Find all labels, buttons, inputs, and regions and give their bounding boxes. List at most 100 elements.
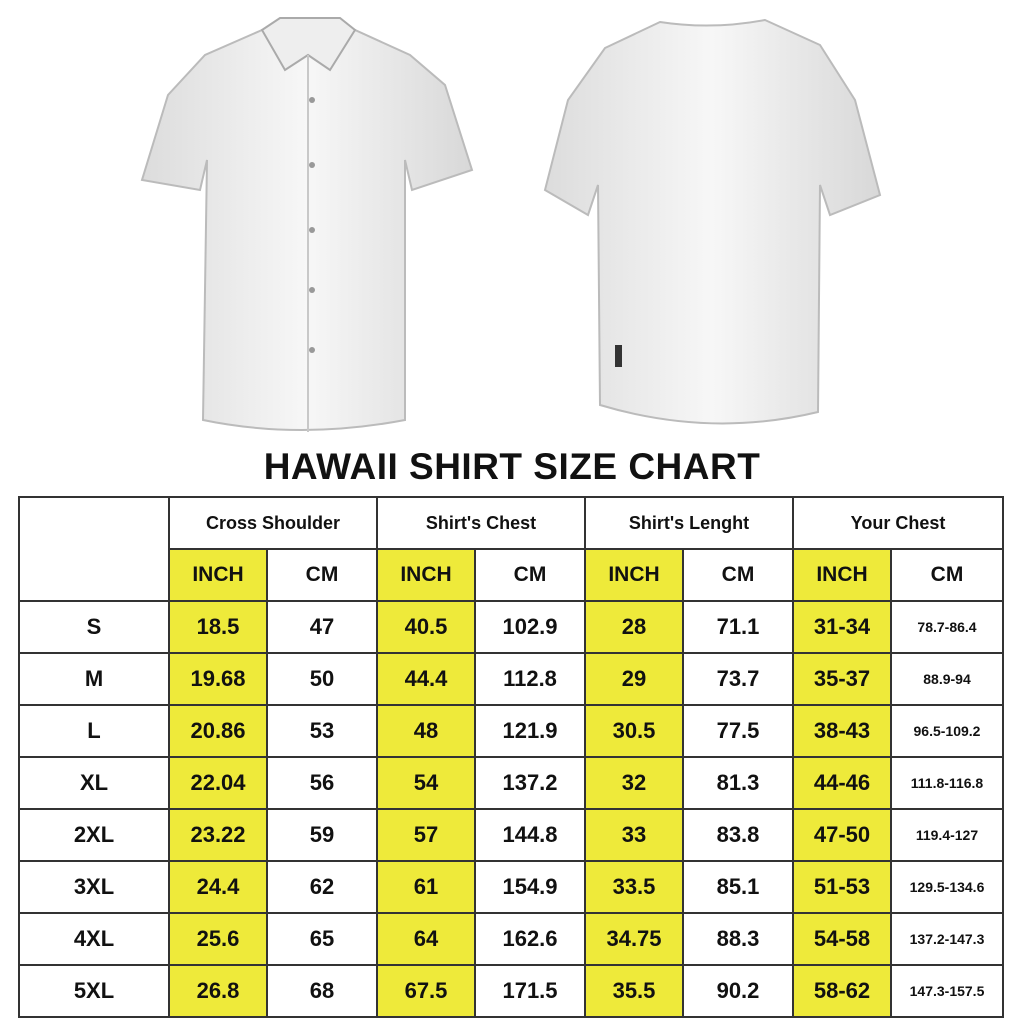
cm-value: 171.5 (474, 964, 586, 1018)
cm-value: 88.9-94 (890, 652, 1004, 706)
cm-value: 137.2 (474, 756, 586, 810)
cm-value: 56 (266, 756, 378, 810)
unit-header-inch: INCH (584, 548, 684, 602)
size-label: L (18, 704, 170, 758)
unit-header-inch: INCH (792, 548, 892, 602)
size-label: XL (18, 756, 170, 810)
inch-value: 35.5 (584, 964, 684, 1018)
inch-value: 34.75 (584, 912, 684, 966)
cm-value: 78.7-86.4 (890, 600, 1004, 654)
inch-value: 32 (584, 756, 684, 810)
table-row: 5XL 26.8 68 67.5 171.5 35.5 90.2 58-62 147.3-157… (18, 964, 1004, 1018)
inch-value: 35-37 (792, 652, 892, 706)
unit-header-cm: CM (266, 548, 378, 602)
cm-value: 83.8 (682, 808, 794, 862)
inch-value: 44.4 (376, 652, 476, 706)
cm-value: 112.8 (474, 652, 586, 706)
inch-value: 58-62 (792, 964, 892, 1018)
size-label: M (18, 652, 170, 706)
cm-value: 90.2 (682, 964, 794, 1018)
cm-value: 119.4-127 (890, 808, 1004, 862)
inch-value: 40.5 (376, 600, 476, 654)
table-row: S 18.5 47 40.5 102.9 28 71.1 31-34 78.7-86.4 (18, 600, 1004, 654)
cm-value: 68 (266, 964, 378, 1018)
inch-value: 18.5 (168, 600, 268, 654)
inch-value: 67.5 (376, 964, 476, 1018)
page-title: HAWAII SHIRT SIZE CHART (263, 446, 761, 487)
inch-value: 29 (584, 652, 684, 706)
cm-value: 65 (266, 912, 378, 966)
shirt-front-image (140, 17, 474, 432)
cm-value: 73.7 (682, 652, 794, 706)
table-row: L 20.86 53 48 121.9 30.5 77.5 38-43 96.5-109.2 (18, 704, 1004, 758)
cm-value: 77.5 (682, 704, 794, 758)
size-chart-table: Cross Shoulder Shirt's Chest Shirt's Lengh… (18, 496, 1004, 1018)
inch-value: 23.22 (168, 808, 268, 862)
table-row: 4XL 25.6 65 64 162.6 34.75 88.3 54-58 137.2-147.… (18, 912, 1004, 966)
unit-header-inch: INCH (168, 548, 268, 602)
table-row: XL 22.04 56 54 137.2 32 81.3 44-46 111.8-116.8 (18, 756, 1004, 810)
cm-value: 129.5-134.6 (890, 860, 1004, 914)
cm-value: 96.5-109.2 (890, 704, 1004, 758)
inch-value: 54-58 (792, 912, 892, 966)
inch-value: 31-34 (792, 600, 892, 654)
inch-value: 38-43 (792, 704, 892, 758)
inch-value: 19.68 (168, 652, 268, 706)
inch-value: 26.8 (168, 964, 268, 1018)
cm-value: 154.9 (474, 860, 586, 914)
shirt-back-image (543, 18, 882, 425)
cm-value: 50 (266, 652, 378, 706)
inch-value: 48 (376, 704, 476, 758)
inch-value: 44-46 (792, 756, 892, 810)
cm-value: 59 (266, 808, 378, 862)
unit-header-row: INCH CM INCH CM INCH CM INCH CM (19, 548, 1004, 602)
inch-value: 33 (584, 808, 684, 862)
cm-value: 53 (266, 704, 378, 758)
cm-value: 147.3-157.5 (890, 964, 1004, 1018)
inch-value: 61 (376, 860, 476, 914)
size-label: 5XL (18, 964, 170, 1018)
corner-cell (18, 496, 170, 602)
cm-value: 85.1 (682, 860, 794, 914)
unit-header-cm: CM (474, 548, 586, 602)
inch-value: 24.4 (168, 860, 268, 914)
inch-value: 30.5 (584, 704, 684, 758)
group-header: Shirt's Lenght (584, 496, 794, 550)
table-row: M 19.68 50 44.4 112.8 29 73.7 35-37 88.9-94 (18, 652, 1004, 706)
unit-header-cm: CM (890, 548, 1004, 602)
cm-value: 62 (266, 860, 378, 914)
cm-value: 47 (266, 600, 378, 654)
unit-header-cm: CM (682, 548, 794, 602)
group-header: Cross Shoulder (168, 496, 378, 550)
table-row: 3XL 24.4 62 61 154.9 33.5 85.1 51-53 129.5-134.6 (18, 860, 1004, 914)
inch-value: 54 (376, 756, 476, 810)
inch-value: 20.86 (168, 704, 268, 758)
inch-value: 33.5 (584, 860, 684, 914)
inch-value: 57 (376, 808, 476, 862)
cm-value: 162.6 (474, 912, 586, 966)
group-header: Shirt's Chest (376, 496, 586, 550)
inch-value: 47-50 (792, 808, 892, 862)
cm-value: 71.1 (682, 600, 794, 654)
inch-value: 25.6 (168, 912, 268, 966)
cm-value: 121.9 (474, 704, 586, 758)
cm-value: 81.3 (682, 756, 794, 810)
size-label: 3XL (18, 860, 170, 914)
inch-value: 64 (376, 912, 476, 966)
size-label: S (18, 600, 170, 654)
cm-value: 102.9 (474, 600, 586, 654)
cm-value: 88.3 (682, 912, 794, 966)
group-header: Your Chest (792, 496, 1004, 550)
table-row: 2XL 23.22 59 57 144.8 33 83.8 47-50 119.4-127 (18, 808, 1004, 862)
cm-value: 137.2-147.3 (890, 912, 1004, 966)
inch-value: 51-53 (792, 860, 892, 914)
size-label: 2XL (18, 808, 170, 862)
inch-value: 28 (584, 600, 684, 654)
cm-value: 144.8 (474, 808, 586, 862)
shirt-images (140, 17, 882, 432)
cm-value: 111.8-116.8 (890, 756, 1004, 810)
inch-value: 22.04 (168, 756, 268, 810)
group-header-row: Cross Shoulder Shirt's Chest Shirt's Lengh… (18, 496, 1004, 602)
size-label: 4XL (18, 912, 170, 966)
unit-header-inch: INCH (376, 548, 476, 602)
